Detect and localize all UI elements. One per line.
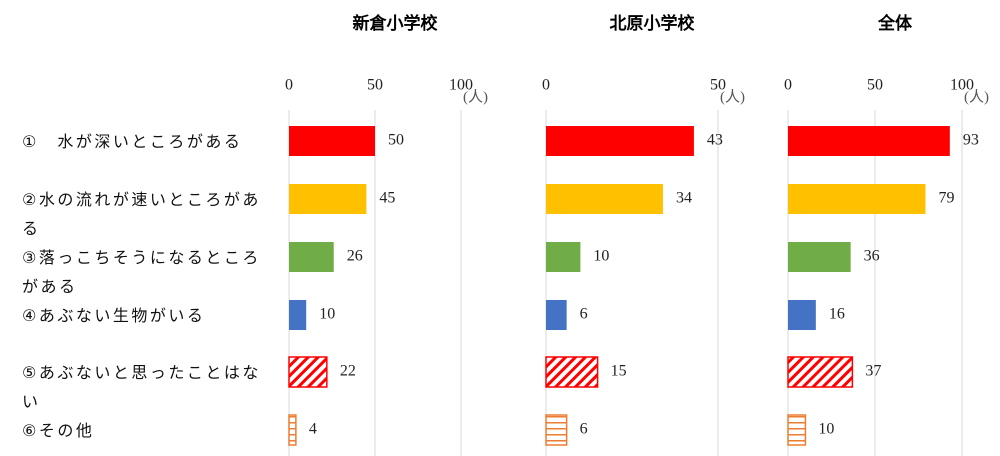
category-label: ④あぶない生物がいる (22, 306, 206, 325)
bar (546, 242, 581, 272)
chart-title: 全体 (877, 13, 913, 34)
value-label: 26 (347, 248, 363, 265)
category-label: ②水の流れが速いところがある (22, 190, 261, 238)
category-label: ⑤あぶないと思ったことはない (22, 363, 261, 411)
x-tick-label: 50 (367, 77, 383, 94)
value-label: 37 (865, 363, 881, 380)
category-label: ③落っこちそうになるところがある (22, 248, 261, 296)
bar (288, 414, 297, 446)
value-label: 34 (676, 190, 692, 207)
chart-title: 新倉小学校 (353, 13, 439, 34)
bar (288, 356, 328, 388)
value-label: 10 (319, 306, 335, 323)
x-tick-label: 50 (867, 77, 883, 94)
bar (546, 300, 567, 330)
bar (289, 126, 375, 156)
value-label: 4 (309, 421, 317, 438)
x-tick-label: 100 (449, 77, 473, 94)
x-tick-label: 50 (710, 77, 726, 94)
x-unit: (人) (720, 88, 745, 105)
chart-title: 北原小学校 (610, 13, 696, 34)
value-label: 16 (829, 306, 845, 323)
value-label: 45 (379, 190, 395, 207)
bar (289, 242, 334, 272)
bar (289, 184, 367, 214)
bar (787, 414, 807, 446)
bar (546, 184, 663, 214)
category-label: ① 水が深いところがある (22, 132, 243, 151)
bar (289, 300, 307, 330)
value-label: 93 (963, 132, 979, 149)
bar (788, 242, 851, 272)
value-label: 50 (388, 132, 404, 149)
bar (545, 414, 568, 446)
category-label: ⑥その他 (22, 421, 95, 440)
value-label: 15 (611, 363, 627, 380)
value-label: 6 (580, 421, 588, 438)
value-label: 79 (938, 190, 954, 207)
x-unit: (人) (964, 88, 989, 105)
value-label: 22 (340, 363, 356, 380)
bar (788, 126, 950, 156)
bar (545, 356, 599, 388)
bar (788, 184, 926, 214)
value-label: 10 (818, 421, 834, 438)
x-tick-label: 100 (950, 77, 974, 94)
bar (546, 126, 694, 156)
x-tick-label: 0 (285, 77, 293, 94)
x-unit: (人) (463, 88, 488, 105)
value-label: 36 (864, 248, 880, 265)
value-label: 43 (707, 132, 723, 149)
x-tick-label: 0 (784, 77, 792, 94)
x-tick-label: 0 (542, 77, 550, 94)
bar (788, 300, 816, 330)
value-label: 6 (580, 306, 588, 323)
bar (787, 356, 854, 388)
value-label: 10 (593, 248, 609, 265)
